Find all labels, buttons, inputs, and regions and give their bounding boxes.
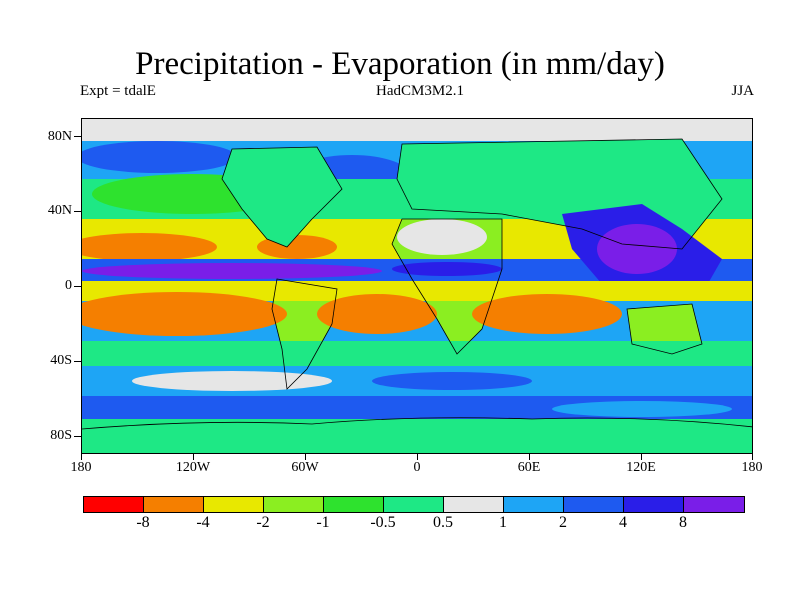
x-label-0: 0 xyxy=(413,460,421,475)
colorbar-label: -2 xyxy=(256,514,270,531)
colorbar-label: 1 xyxy=(499,514,507,531)
colorbar-label: 2 xyxy=(559,514,567,531)
world-map xyxy=(81,118,753,454)
season-label: JJA xyxy=(731,83,754,99)
colorbar-swatch xyxy=(684,497,744,512)
colorbar-swatch xyxy=(144,497,204,512)
indian-ocean-dry xyxy=(472,294,622,334)
colorbar-swatch xyxy=(264,497,324,512)
y-label-0: 0 xyxy=(65,278,72,293)
y-tick xyxy=(74,136,81,137)
x-tick xyxy=(529,454,530,460)
experiment-label: Expt = tdalE xyxy=(80,83,156,99)
x-label-120e: 120E xyxy=(626,460,656,475)
colorbar-swatch xyxy=(324,497,384,512)
colorbar-label: -1 xyxy=(316,514,330,531)
colorbar xyxy=(83,496,745,513)
colorbar-label: -4 xyxy=(196,514,210,531)
colorbar-swatch xyxy=(504,497,564,512)
colorbar-label: 0.5 xyxy=(433,514,453,531)
model-label: HadCM3M2.1 xyxy=(376,83,464,99)
colorbar-swatch xyxy=(204,497,264,512)
colorbar-label: 4 xyxy=(619,514,627,531)
x-tick xyxy=(193,454,194,460)
sahara xyxy=(397,219,487,255)
y-label-80s: 80S xyxy=(50,428,72,443)
x-label-180e: 180 xyxy=(741,460,763,475)
colorbar-swatch xyxy=(384,497,444,512)
colorbar-swatch xyxy=(444,497,504,512)
x-label-120w: 120W xyxy=(175,460,211,475)
y-tick xyxy=(74,211,81,212)
north-pacific-wet xyxy=(82,141,237,173)
x-tick xyxy=(305,454,306,460)
arctic-band xyxy=(82,119,752,141)
y-label-40s: 40S xyxy=(50,353,72,368)
south-pacific-dry xyxy=(82,292,287,336)
x-tick xyxy=(641,454,642,460)
x-label-60e: 60E xyxy=(517,460,541,475)
y-tick xyxy=(74,436,81,437)
y-tick xyxy=(74,361,81,362)
colorbar-swatch xyxy=(624,497,684,512)
y-tick xyxy=(74,286,81,287)
north-america xyxy=(222,147,342,247)
antarctic-band xyxy=(82,419,752,453)
colorbar-label: 8 xyxy=(679,514,687,531)
colorbar-swatch xyxy=(84,497,144,512)
north-pacific-dry xyxy=(82,233,217,261)
y-label-80n: 80N xyxy=(47,129,72,144)
colorbar-label: -0.5 xyxy=(370,514,396,531)
figure-title: Precipitation - Evaporation (in mm/day) xyxy=(135,46,665,82)
y-label-40n: 40N xyxy=(47,203,72,218)
x-label-60w: 60W xyxy=(291,460,319,475)
south-atlantic-dry xyxy=(317,294,437,334)
x-tick xyxy=(752,454,753,460)
colorbar-label: -8 xyxy=(136,514,150,531)
x-tick xyxy=(417,454,418,460)
x-label-180w: 180 xyxy=(70,460,92,475)
x-tick xyxy=(81,454,82,460)
colorbar-swatch xyxy=(564,497,624,512)
